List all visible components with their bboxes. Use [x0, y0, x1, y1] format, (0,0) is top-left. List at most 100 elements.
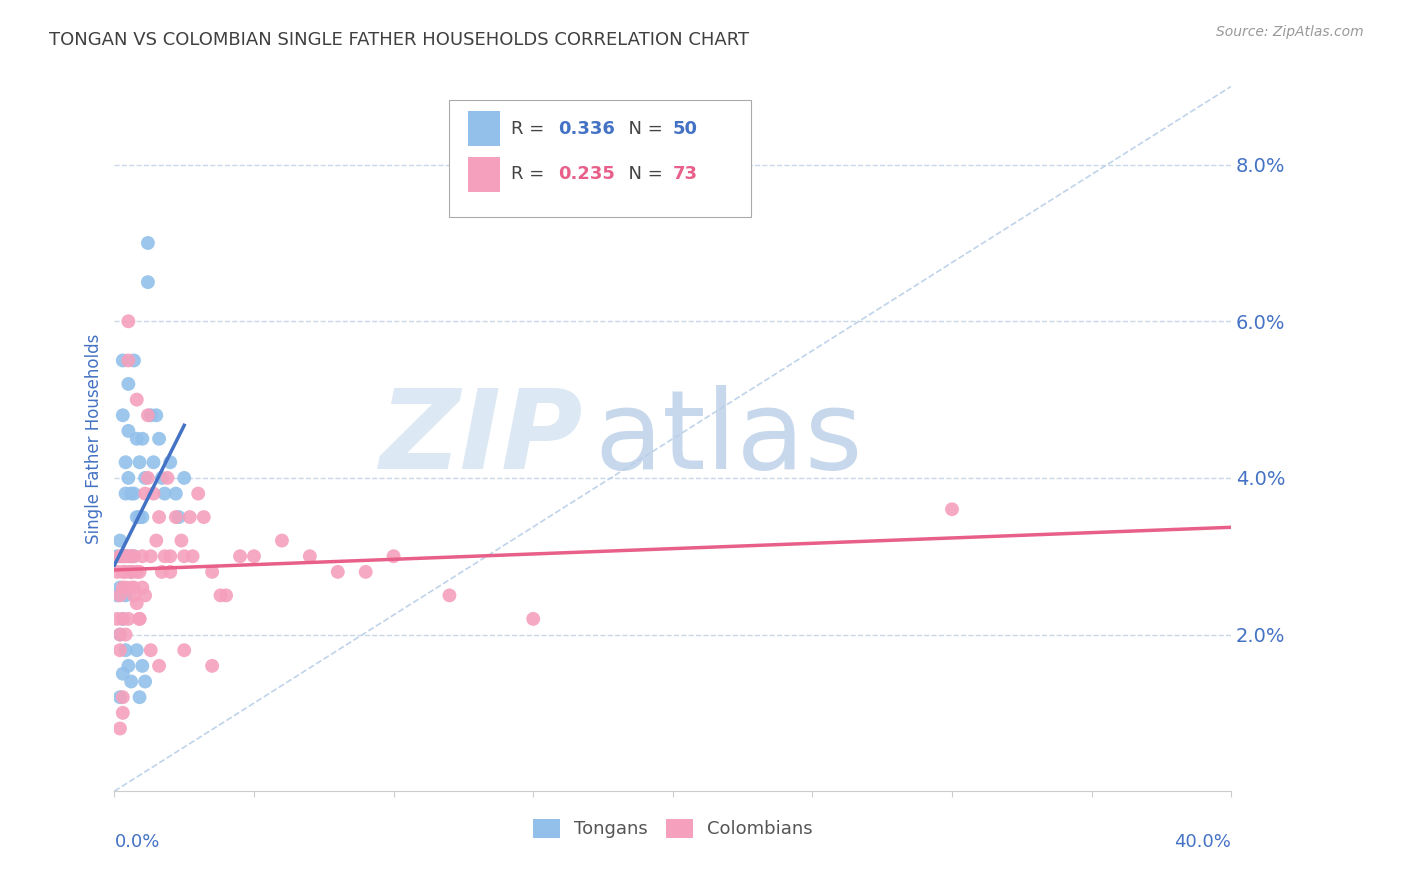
Point — [142, 486, 165, 500]
Point — [114, 486, 136, 500]
Text: 73: 73 — [673, 165, 697, 184]
Point — [243, 549, 266, 564]
Point — [122, 353, 145, 368]
Point — [156, 471, 179, 485]
FancyBboxPatch shape — [468, 157, 499, 192]
Point — [111, 549, 134, 564]
Point — [165, 510, 187, 524]
Point — [111, 666, 134, 681]
Point — [111, 581, 134, 595]
Point — [131, 432, 153, 446]
Point — [117, 549, 139, 564]
Point — [145, 533, 167, 548]
Text: 0.0%: 0.0% — [114, 833, 160, 852]
Point — [271, 533, 294, 548]
Point — [120, 486, 142, 500]
Point — [159, 455, 181, 469]
Point — [125, 510, 148, 524]
Point — [167, 510, 190, 524]
Point — [131, 549, 153, 564]
Point — [131, 581, 153, 595]
Point — [522, 612, 544, 626]
Point — [298, 549, 321, 564]
Point — [125, 392, 148, 407]
Point — [105, 565, 128, 579]
Point — [114, 581, 136, 595]
Point — [134, 471, 156, 485]
Point — [134, 588, 156, 602]
Point — [125, 565, 148, 579]
Point — [142, 455, 165, 469]
Point — [111, 612, 134, 626]
Point — [125, 596, 148, 610]
Point — [108, 627, 131, 641]
Point — [159, 549, 181, 564]
Point — [201, 658, 224, 673]
Point — [108, 722, 131, 736]
Point — [114, 588, 136, 602]
Point — [139, 643, 162, 657]
Point — [136, 409, 159, 423]
Point — [114, 627, 136, 641]
Point — [354, 565, 377, 579]
Point — [114, 455, 136, 469]
Point — [117, 658, 139, 673]
Point — [111, 706, 134, 720]
Point — [120, 565, 142, 579]
Point — [136, 235, 159, 250]
Point — [139, 409, 162, 423]
Point — [139, 549, 162, 564]
Point — [131, 510, 153, 524]
Point — [941, 502, 963, 516]
Point — [117, 471, 139, 485]
Point — [108, 643, 131, 657]
Text: atlas: atlas — [595, 385, 863, 492]
Point — [209, 588, 232, 602]
Point — [173, 643, 195, 657]
Point — [105, 588, 128, 602]
Point — [125, 643, 148, 657]
Point — [111, 612, 134, 626]
Point — [117, 353, 139, 368]
Text: TONGAN VS COLOMBIAN SINGLE FATHER HOUSEHOLDS CORRELATION CHART: TONGAN VS COLOMBIAN SINGLE FATHER HOUSEH… — [49, 31, 749, 49]
Point — [128, 455, 150, 469]
Point — [111, 353, 134, 368]
Point — [128, 690, 150, 705]
Legend: Tongans, Colombians: Tongans, Colombians — [526, 812, 820, 846]
FancyBboxPatch shape — [468, 111, 499, 146]
Point — [111, 549, 134, 564]
Point — [120, 549, 142, 564]
Point — [117, 612, 139, 626]
Point — [114, 643, 136, 657]
Point — [105, 612, 128, 626]
Point — [128, 565, 150, 579]
Point — [114, 549, 136, 564]
Point — [159, 565, 181, 579]
Text: Source: ZipAtlas.com: Source: ZipAtlas.com — [1216, 25, 1364, 39]
Point — [117, 424, 139, 438]
Point — [117, 376, 139, 391]
Point — [122, 588, 145, 602]
Point — [108, 627, 131, 641]
Point — [148, 510, 170, 524]
Text: N =: N = — [617, 120, 668, 137]
Point — [148, 658, 170, 673]
Point — [114, 565, 136, 579]
Point — [122, 549, 145, 564]
Point — [111, 409, 134, 423]
Point — [201, 565, 224, 579]
Text: 40.0%: 40.0% — [1174, 833, 1232, 852]
Point — [150, 471, 173, 485]
Point — [125, 432, 148, 446]
Point — [150, 565, 173, 579]
Point — [108, 581, 131, 595]
Text: R =: R = — [510, 165, 550, 184]
Point — [153, 549, 176, 564]
Point — [134, 674, 156, 689]
Point — [128, 612, 150, 626]
Point — [108, 588, 131, 602]
Point — [122, 486, 145, 500]
Point — [122, 549, 145, 564]
Y-axis label: Single Father Households: Single Father Households — [86, 334, 103, 544]
Point — [229, 549, 252, 564]
